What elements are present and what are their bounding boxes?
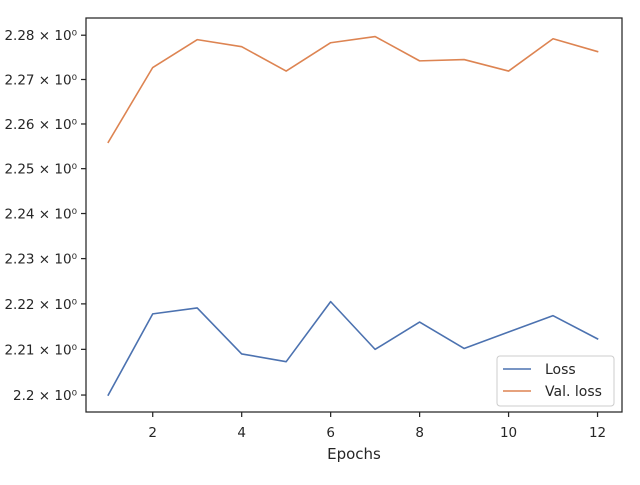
legend-label: Val. loss — [545, 384, 602, 400]
x-tick-label: 4 — [237, 425, 246, 441]
x-axis-label: Epochs — [327, 445, 381, 463]
y-tick-label: 2.23 × 10⁰ — [4, 252, 77, 268]
x-tick-label: 12 — [589, 425, 606, 441]
y-tick-label: 2.21 × 10⁰ — [4, 342, 77, 358]
legend: Loss Val. loss — [496, 355, 615, 407]
y-tick-label: 2.26 × 10⁰ — [4, 117, 77, 133]
y-axis-ticks: 2.2 × 10⁰ 2.21 × 10⁰ 2.22 × 10⁰ 2.23 × 10⁰ 2… — [4, 28, 86, 404]
y-tick-label: 2.22 × 10⁰ — [4, 297, 77, 313]
y-tick-label: 2.28 × 10⁰ — [4, 28, 77, 44]
x-tick-label: 6 — [326, 425, 335, 441]
x-tick-label: 10 — [500, 425, 517, 441]
x-axis-ticks: 2 4 6 8 10 12 — [148, 412, 606, 441]
series-line-val-loss — [107, 35, 599, 144]
series-layer — [107, 35, 599, 397]
legend-label: Loss — [545, 362, 576, 378]
x-tick-label: 2 — [148, 425, 157, 441]
plot-frame — [85, 17, 623, 413]
y-tick-label: 2.24 × 10⁰ — [4, 207, 77, 223]
x-tick-label: 8 — [415, 425, 424, 441]
y-tick-label: 2.27 × 10⁰ — [4, 72, 77, 88]
y-tick-label: 2.25 × 10⁰ — [4, 162, 77, 178]
y-tick-label: 2.2 × 10⁰ — [13, 388, 77, 404]
series-line-loss — [107, 300, 599, 397]
